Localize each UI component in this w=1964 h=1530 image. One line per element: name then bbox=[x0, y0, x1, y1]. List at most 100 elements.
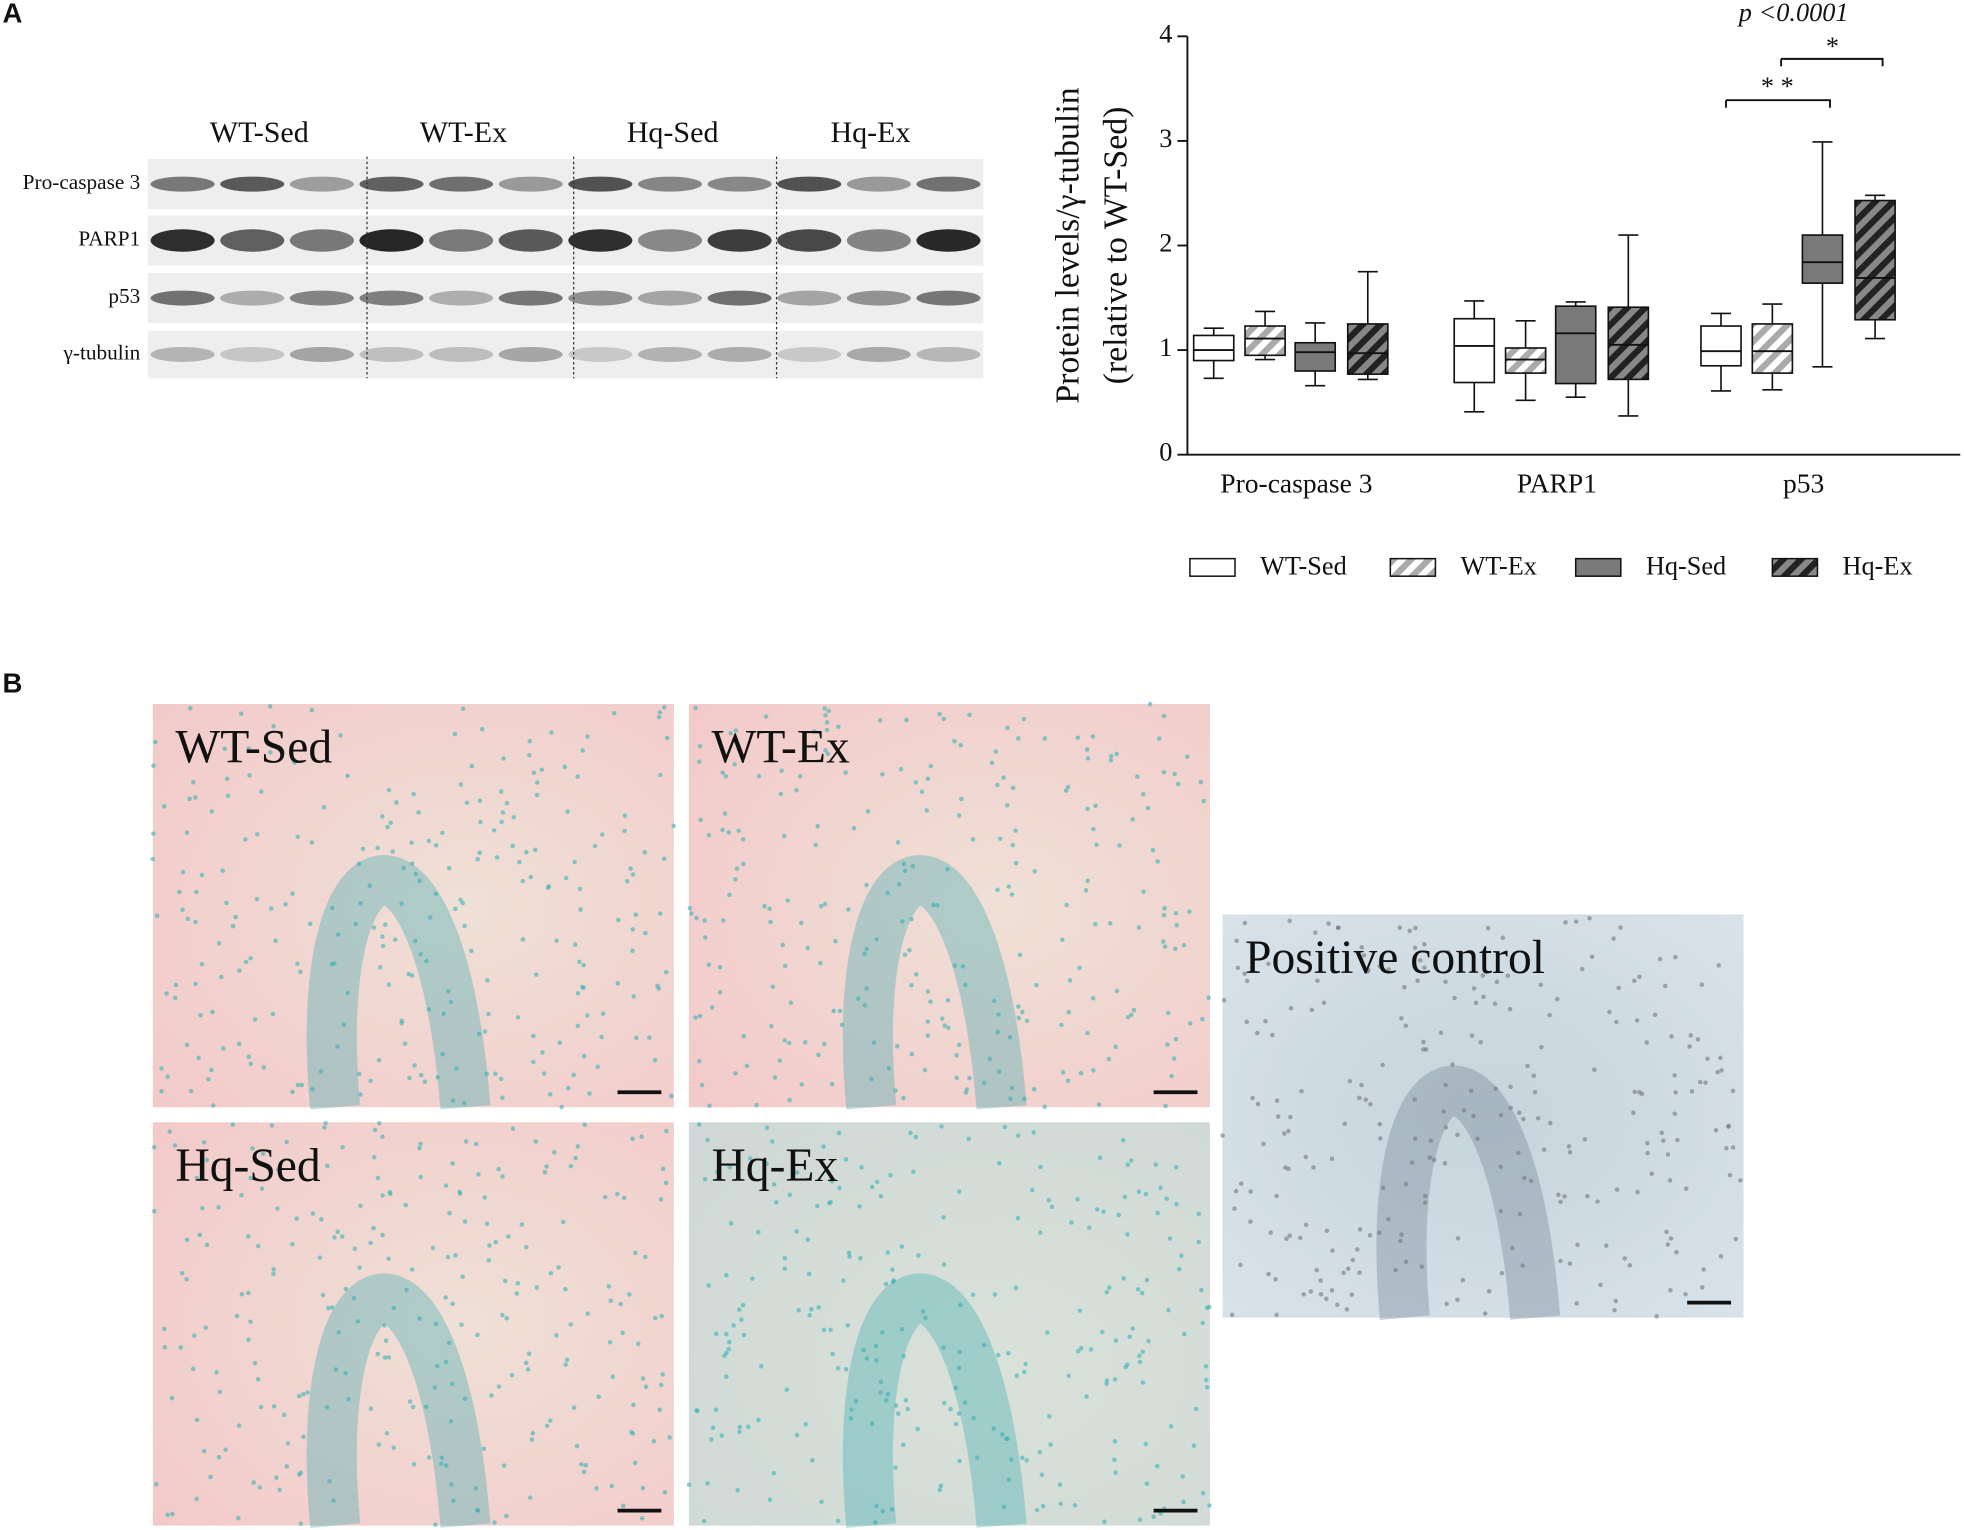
cell bbox=[643, 930, 648, 936]
cell bbox=[1136, 1189, 1142, 1195]
blot-row-label: p53 bbox=[108, 284, 140, 308]
cell bbox=[271, 723, 276, 729]
cell bbox=[1611, 936, 1616, 941]
cell bbox=[403, 1202, 409, 1208]
cell bbox=[571, 1405, 577, 1410]
blot-band bbox=[429, 290, 494, 306]
cell bbox=[560, 1219, 566, 1225]
cell bbox=[843, 1157, 849, 1162]
cell bbox=[1174, 1201, 1179, 1207]
cell bbox=[525, 1367, 531, 1372]
cell bbox=[720, 827, 725, 833]
cell bbox=[630, 1136, 635, 1141]
cell bbox=[954, 1075, 959, 1081]
cell bbox=[740, 1302, 746, 1308]
blot-strip bbox=[147, 215, 984, 266]
cell bbox=[941, 1262, 947, 1267]
blot-band bbox=[220, 229, 285, 252]
cell bbox=[705, 1137, 710, 1143]
cell bbox=[1637, 974, 1642, 979]
cell bbox=[1443, 1082, 1448, 1088]
cell bbox=[1598, 1282, 1603, 1288]
cell bbox=[1726, 1124, 1731, 1129]
cell bbox=[577, 886, 583, 892]
cell bbox=[386, 1355, 392, 1360]
cell bbox=[269, 1123, 275, 1128]
cell bbox=[1085, 1030, 1090, 1036]
cell bbox=[1368, 1101, 1373, 1107]
cell bbox=[343, 1370, 348, 1376]
cell bbox=[1154, 1463, 1160, 1469]
cell bbox=[1200, 1320, 1205, 1326]
cell bbox=[528, 874, 534, 880]
cell bbox=[1668, 1236, 1674, 1241]
cell bbox=[865, 809, 871, 814]
blot-band bbox=[846, 229, 911, 252]
cell bbox=[722, 811, 728, 816]
cell bbox=[327, 1479, 332, 1484]
cell bbox=[450, 1161, 455, 1166]
cell bbox=[1311, 1165, 1316, 1170]
cell bbox=[1607, 1009, 1612, 1015]
cell bbox=[735, 1488, 740, 1493]
cell bbox=[942, 1023, 948, 1028]
cell bbox=[575, 1144, 581, 1149]
cell bbox=[475, 1508, 481, 1513]
cell bbox=[1380, 1185, 1386, 1191]
cell bbox=[1284, 1236, 1289, 1241]
cell bbox=[368, 1078, 373, 1084]
box bbox=[1294, 341, 1337, 372]
cell bbox=[713, 1331, 719, 1337]
cell bbox=[997, 1160, 1002, 1166]
cell bbox=[948, 1406, 953, 1412]
cell bbox=[445, 1254, 451, 1260]
cell bbox=[816, 1305, 821, 1310]
cell bbox=[1522, 1175, 1527, 1181]
cell bbox=[1461, 1108, 1467, 1113]
cell bbox=[578, 907, 583, 912]
cell bbox=[1730, 1088, 1736, 1094]
cell bbox=[1191, 1443, 1197, 1448]
cell bbox=[996, 1012, 1001, 1017]
cell bbox=[1009, 1457, 1014, 1462]
blot-band bbox=[777, 229, 842, 252]
cell bbox=[1359, 1082, 1364, 1088]
cell bbox=[216, 1205, 221, 1210]
cell bbox=[835, 1365, 841, 1371]
cell bbox=[1403, 1181, 1409, 1187]
box bbox=[1700, 325, 1742, 367]
cell bbox=[671, 823, 677, 829]
cell bbox=[630, 927, 636, 932]
cell bbox=[741, 1332, 747, 1338]
cell bbox=[526, 1351, 532, 1357]
cell bbox=[295, 961, 300, 966]
blot-strip bbox=[147, 273, 984, 324]
y-tick-label: 0 bbox=[1159, 438, 1172, 467]
cell bbox=[154, 1482, 159, 1487]
cell bbox=[913, 780, 919, 785]
cell bbox=[1042, 736, 1048, 741]
cell bbox=[1399, 1232, 1404, 1237]
cell bbox=[199, 872, 205, 878]
cell bbox=[162, 1344, 168, 1350]
cell bbox=[248, 1175, 253, 1181]
cell bbox=[1616, 985, 1621, 991]
cell bbox=[1314, 1267, 1320, 1273]
cell bbox=[575, 1023, 581, 1029]
cell bbox=[418, 951, 423, 957]
cell bbox=[956, 1042, 962, 1048]
cell bbox=[326, 1305, 331, 1311]
cell bbox=[407, 1399, 413, 1404]
cell bbox=[794, 1229, 799, 1234]
cell bbox=[255, 832, 260, 837]
cell bbox=[1359, 945, 1365, 950]
cell bbox=[1075, 1197, 1080, 1202]
cell bbox=[387, 1189, 393, 1195]
cell bbox=[1315, 978, 1320, 984]
cell bbox=[1604, 1243, 1609, 1248]
cell bbox=[693, 1015, 698, 1020]
cell bbox=[1129, 1158, 1134, 1163]
legend-swatch bbox=[1189, 557, 1236, 577]
cell bbox=[463, 1139, 469, 1144]
cell bbox=[1695, 1037, 1701, 1042]
